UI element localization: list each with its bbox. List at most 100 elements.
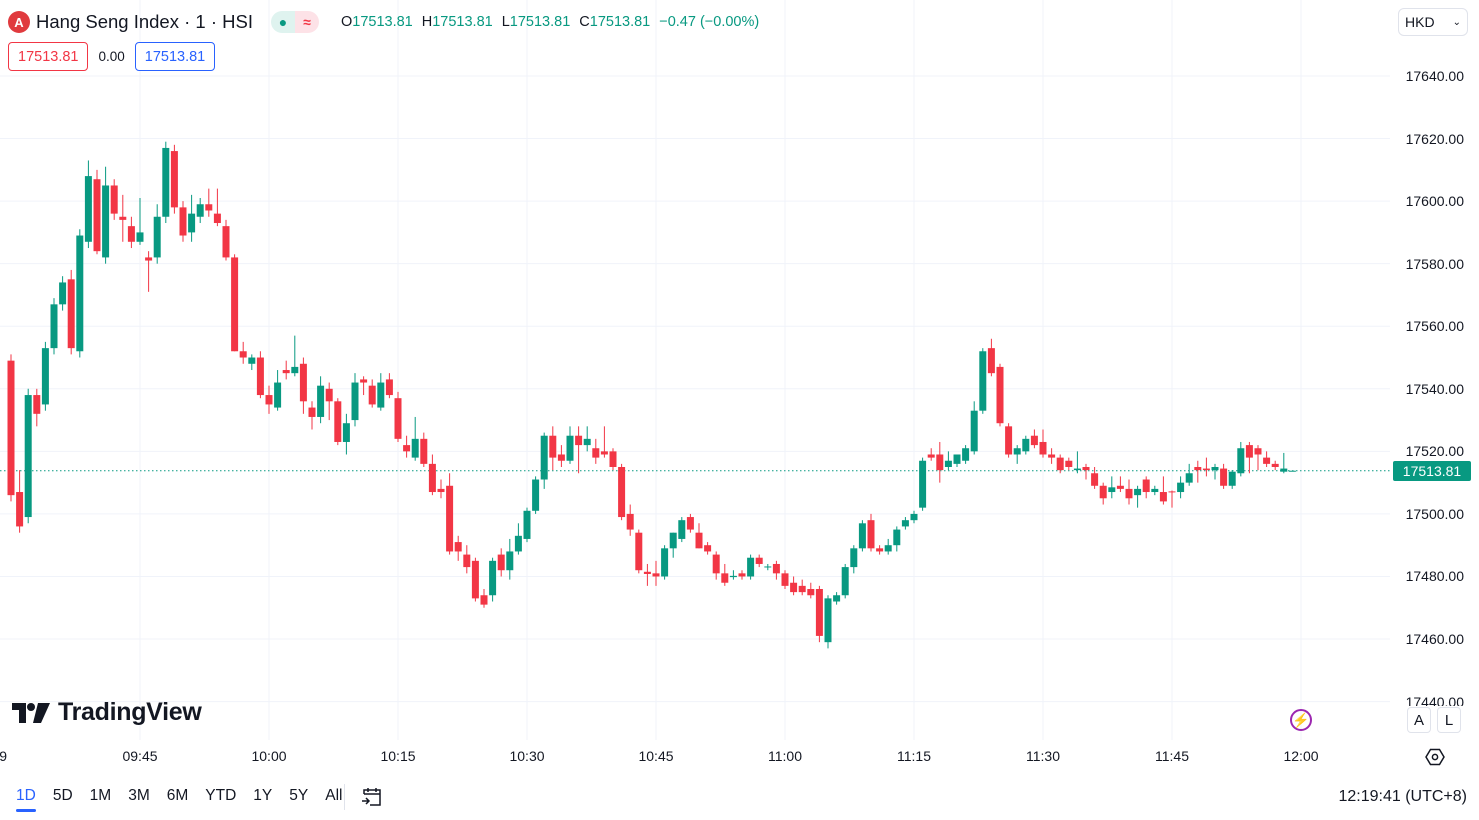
candle-body	[901, 520, 909, 527]
candle-body	[927, 454, 935, 458]
range-button-5y[interactable]: 5Y	[289, 787, 309, 804]
candle-body	[334, 401, 342, 442]
candle-body	[643, 571, 651, 574]
candle-body	[944, 460, 952, 467]
candle-up	[944, 451, 952, 471]
candle-down	[1030, 429, 1038, 449]
sell-button[interactable]: 17513.81	[8, 42, 89, 71]
price-tick-label: 17600.00	[1405, 193, 1464, 210]
candle-body	[532, 479, 540, 511]
candle-down	[463, 545, 471, 574]
candle-down	[712, 551, 720, 580]
time-tick-label: 10:30	[509, 748, 545, 764]
candle-up	[970, 401, 978, 455]
candle-up	[1177, 476, 1185, 499]
high-label: H	[421, 14, 433, 30]
candle-body	[867, 520, 875, 549]
auto-scale-button[interactable]: A	[1407, 707, 1431, 733]
lightning-icon[interactable]: ⚡	[1290, 709, 1312, 731]
toolbar-divider	[344, 784, 345, 810]
candle-up	[59, 276, 67, 311]
candle-body	[84, 176, 92, 242]
current-price-label: 17513.81	[1393, 461, 1471, 481]
candle-body	[1237, 448, 1245, 474]
candle-down	[1099, 482, 1107, 505]
candle-up	[411, 416, 419, 461]
range-button-1d[interactable]: 1D	[16, 787, 36, 812]
range-button-6m[interactable]: 6M	[166, 787, 189, 804]
candle-down	[1159, 476, 1167, 505]
candle-down	[1116, 476, 1124, 493]
candle-body	[841, 567, 849, 596]
candle-down	[437, 479, 445, 499]
candle-up	[678, 517, 686, 543]
candle-body	[368, 385, 376, 405]
candle-body	[471, 560, 479, 599]
candle-down	[33, 388, 41, 427]
candlestick-chart[interactable]	[0, 0, 1390, 740]
candle-down	[781, 570, 789, 589]
candle-body	[7, 360, 15, 496]
candle-down	[1220, 463, 1228, 489]
symbol-title[interactable]: Hang Seng Index · 1 · HSI	[36, 11, 253, 32]
candle-body	[179, 207, 187, 236]
candle-up	[841, 563, 849, 599]
range-button-ytd[interactable]: YTD	[205, 787, 237, 804]
range-button-1m[interactable]: 1M	[89, 787, 112, 804]
candle-body	[265, 395, 273, 405]
candle-body	[1013, 448, 1021, 455]
candle-up	[1237, 441, 1245, 477]
candle-down	[394, 391, 402, 442]
candle-down	[1142, 476, 1150, 499]
candle-body	[102, 185, 110, 258]
range-button-5d[interactable]: 5D	[52, 787, 73, 804]
candle-up	[102, 166, 110, 264]
range-button-1y[interactable]: 1Y	[253, 787, 273, 804]
candle-body	[540, 435, 548, 480]
market-status[interactable]: ● ≈	[270, 11, 319, 33]
candle-down	[936, 441, 944, 483]
candle-down	[454, 535, 462, 561]
candle-body	[583, 438, 591, 446]
candle-down	[807, 582, 815, 599]
candle-down	[205, 188, 213, 217]
candle-body	[1271, 463, 1279, 467]
go-to-date-calendar-icon[interactable]	[360, 785, 384, 809]
currency-select[interactable]: HKD ⌄	[1398, 8, 1468, 36]
candle-up	[188, 194, 196, 242]
range-button-all[interactable]: All	[325, 787, 343, 804]
candle-body	[1194, 467, 1202, 471]
candle-up	[489, 557, 497, 602]
candle-body	[514, 535, 522, 552]
chevron-down-icon: ⌄	[1452, 16, 1461, 28]
candle-up	[24, 388, 32, 524]
range-button-3m[interactable]: 3M	[128, 787, 150, 804]
candle-down	[1048, 448, 1056, 464]
buy-button[interactable]: 17513.81	[134, 42, 216, 71]
log-scale-button[interactable]: L	[1437, 707, 1461, 733]
candle-body	[119, 216, 127, 220]
clock-timezone[interactable]: 12:19:41 (UTC+8)	[1338, 788, 1467, 805]
ohlc-legend: O17513.81 H17513.81 L17513.81 C17513.81 …	[341, 14, 759, 30]
price-axis[interactable]: 17440.00 17460.00 17480.00 17500.00 17520.00…	[1390, 0, 1479, 706]
candle-down	[927, 448, 935, 461]
candle-up	[566, 426, 574, 464]
candle-body	[1288, 470, 1296, 472]
close-label: C	[579, 14, 590, 30]
candle-up	[41, 341, 49, 411]
candle-up	[850, 545, 858, 574]
candle-up	[76, 229, 84, 358]
candle-up	[583, 426, 591, 452]
candle-body	[850, 548, 858, 568]
candle-body	[403, 445, 411, 452]
candle-down	[265, 385, 273, 414]
tradingview-logo[interactable]: TradingView	[12, 698, 202, 727]
candle-body	[962, 448, 970, 461]
candle-body	[1082, 467, 1090, 471]
candle-body	[721, 573, 729, 583]
candle-up	[962, 445, 970, 464]
candle-body	[110, 185, 118, 214]
settings-icon[interactable]	[1425, 747, 1445, 767]
time-tick-label: 10:00	[251, 748, 287, 764]
time-axis-label-clipped: 9	[0, 748, 7, 764]
